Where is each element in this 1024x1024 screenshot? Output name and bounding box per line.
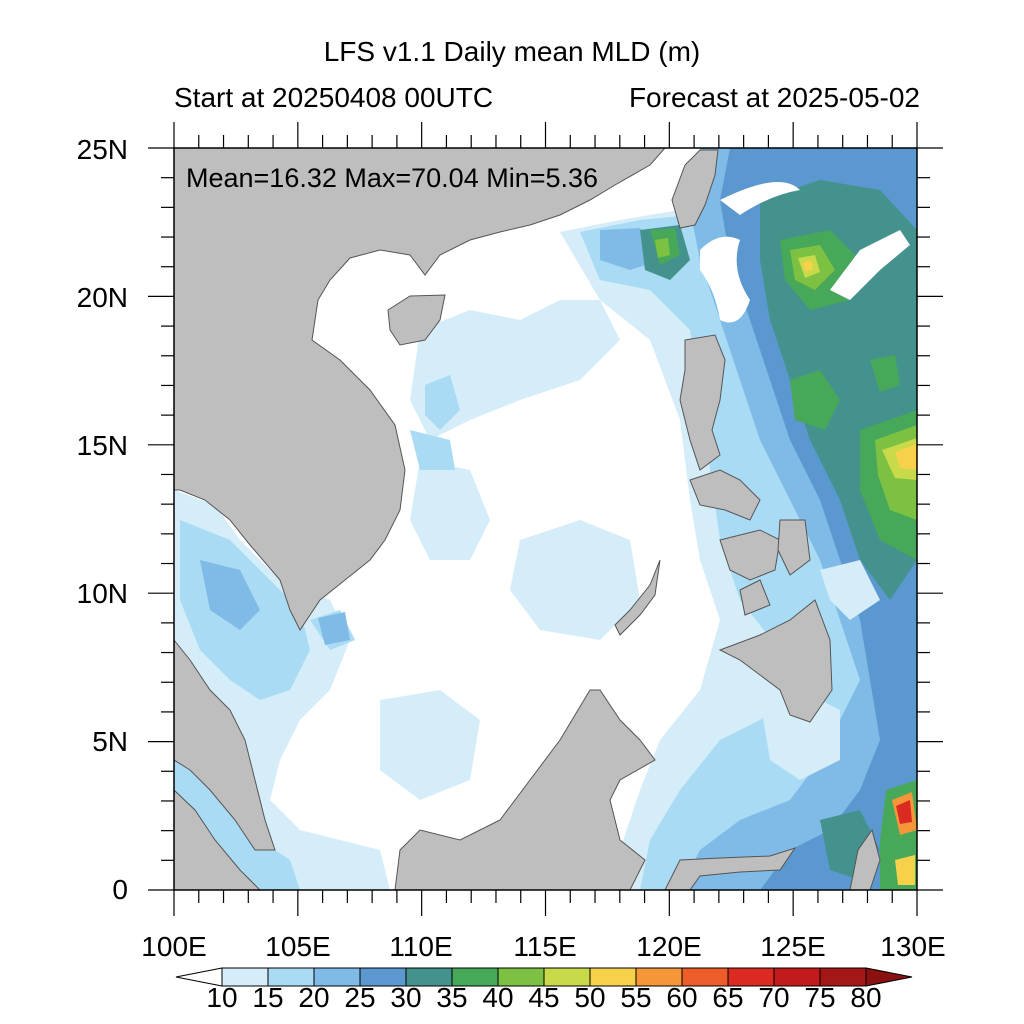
colorbar-labels: 10 15 20 25 30 35 40 45 50 55 60 65 70 7… xyxy=(206,982,881,1013)
colorbar-level-label: 40 xyxy=(482,982,513,1013)
axis-ticks xyxy=(148,122,943,916)
lon-tick-label: 120E xyxy=(636,931,701,962)
colorbar-level-label: 50 xyxy=(574,982,605,1013)
colorbar-level-label: 75 xyxy=(804,982,835,1013)
colorbar-level-label: 70 xyxy=(758,982,789,1013)
colorbar-level-label: 80 xyxy=(850,982,881,1013)
colorbar-level-label: 15 xyxy=(252,982,283,1013)
lat-tick-label: 25N xyxy=(77,134,128,165)
lat-axis-labels: 0 5N 10N 15N 20N 25N xyxy=(77,134,128,905)
lat-tick-label: 15N xyxy=(77,430,128,461)
lon-axis-labels: 100E 105E 110E 115E 120E 125E 130E xyxy=(141,931,945,962)
colorbar-level-label: 10 xyxy=(206,982,237,1013)
forecast-time-label: Forecast at 2025-05-02 xyxy=(628,82,920,113)
colorbar-level-label: 60 xyxy=(666,982,697,1013)
colorbar xyxy=(175,967,913,987)
map-content: Mean=16.32 Max=70.04 Min=5.36 xyxy=(174,148,917,890)
lon-tick-label: 130E xyxy=(880,931,945,962)
colorbar-level-label: 65 xyxy=(712,982,743,1013)
colorbar-level-label: 45 xyxy=(528,982,559,1013)
lat-tick-label: 20N xyxy=(77,282,128,313)
colorbar-level-label: 25 xyxy=(344,982,375,1013)
land-masses xyxy=(174,148,881,890)
plot-title: LFS v1.1 Daily mean MLD (m) xyxy=(323,36,701,67)
lon-tick-label: 125E xyxy=(760,931,825,962)
colorbar-level-label: 55 xyxy=(620,982,651,1013)
lat-tick-label: 10N xyxy=(77,578,128,609)
colorbar-high-extension xyxy=(865,967,913,987)
lon-tick-label: 100E xyxy=(141,931,206,962)
start-time-label: Start at 20250408 00UTC xyxy=(174,82,494,113)
colorbar-level-label: 20 xyxy=(298,982,329,1013)
lat-tick-label: 0 xyxy=(112,874,128,905)
lon-tick-label: 105E xyxy=(265,931,330,962)
mld-field xyxy=(174,148,917,890)
stats-label: Mean=16.32 Max=70.04 Min=5.36 xyxy=(186,163,598,193)
colorbar-level-label: 35 xyxy=(436,982,467,1013)
lon-tick-label: 110E xyxy=(389,931,452,962)
lon-tick-label: 115E xyxy=(513,931,576,962)
lat-tick-label: 5N xyxy=(92,726,128,757)
colorbar-level-label: 30 xyxy=(390,982,421,1013)
